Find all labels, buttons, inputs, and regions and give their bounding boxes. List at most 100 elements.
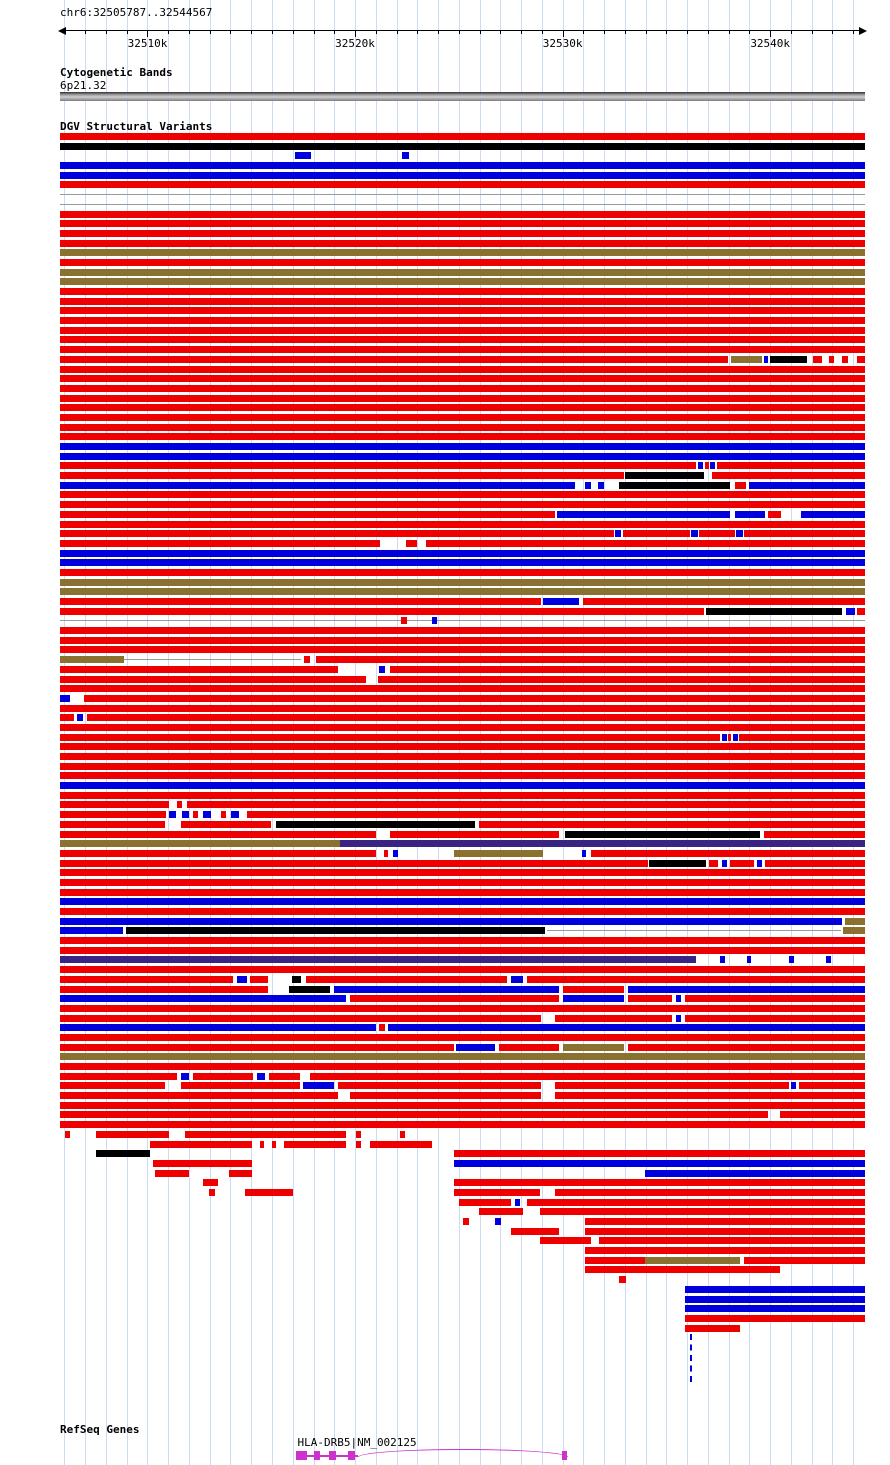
variant-segment[interactable] [275,820,475,828]
variant-segment[interactable] [60,472,624,480]
variant-segment[interactable] [749,481,865,489]
variant-segment[interactable] [229,1169,252,1177]
variant-segment[interactable] [60,820,165,828]
variant-segment[interactable] [60,878,865,886]
variant-segment[interactable] [704,462,709,470]
variant-segment[interactable] [615,530,622,538]
variant-segment[interactable] [431,617,437,625]
gene-exon[interactable] [328,1451,337,1460]
variant-segment[interactable] [60,946,865,954]
variant-segment[interactable] [60,268,865,276]
variant-segment[interactable] [547,930,841,932]
gene-exon[interactable] [295,1451,308,1460]
variant-segment[interactable] [843,927,865,935]
variant-segment[interactable] [60,203,865,205]
variant-segment[interactable] [60,1101,865,1109]
variant-segment[interactable] [271,1140,276,1148]
variant-segment[interactable] [60,937,865,945]
variant-segment[interactable] [60,811,167,819]
variant-segment[interactable] [76,714,84,722]
variant-segment[interactable] [60,171,865,179]
gene-label[interactable]: HLA-DRB5|NM_002125 [297,1436,417,1449]
variant-segment[interactable] [180,1082,300,1090]
variant-segment[interactable] [454,1188,540,1196]
variant-segment[interactable] [60,249,865,257]
variant-segment[interactable] [60,530,614,538]
variant-segment[interactable] [619,1276,626,1284]
variant-segment[interactable] [176,801,183,809]
variant-segment[interactable] [180,1072,189,1080]
variant-segment[interactable] [60,278,865,286]
variant-segment[interactable] [154,1169,189,1177]
variant-segment[interactable] [126,927,545,935]
variant-segment[interactable] [800,510,865,518]
variant-segment[interactable] [720,956,725,964]
variant-segment[interactable] [60,908,865,915]
variant-segment[interactable] [60,620,865,622]
variant-segment[interactable] [60,1014,542,1022]
variant-segment[interactable] [697,462,704,470]
variant-segment[interactable] [378,665,386,673]
variant-segment[interactable] [208,1188,215,1196]
variant-segment[interactable] [555,1188,865,1196]
variant-segment[interactable] [60,869,865,877]
variant-segment[interactable] [182,811,189,819]
variant-segment[interactable] [180,820,271,828]
variant-segment[interactable] [591,849,865,857]
variant-segment[interactable] [790,1082,796,1090]
variant-segment[interactable] [539,1208,865,1216]
variant-segment[interactable] [581,849,587,857]
variant-segment[interactable] [526,975,865,983]
variant-segment[interactable] [315,656,865,664]
variant-segment[interactable] [377,675,865,683]
variant-segment[interactable] [710,462,716,470]
variant-segment[interactable] [556,510,730,518]
variant-segment[interactable] [60,1121,865,1129]
variant-segment[interactable] [684,1305,865,1313]
variant-segment[interactable] [192,811,199,819]
variant-segment[interactable] [60,365,865,373]
variant-segment[interactable] [60,598,542,605]
variant-segment[interactable] [768,510,782,518]
variant-segment[interactable] [705,607,843,615]
variant-segment[interactable] [390,665,865,673]
variant-segment[interactable] [60,501,865,509]
gene-exon[interactable] [561,1451,568,1460]
variant-segment[interactable] [60,1063,865,1070]
variant-segment[interactable] [60,181,865,189]
variant-segment[interactable] [744,530,865,538]
variant-segment[interactable] [291,975,302,983]
variant-segment[interactable] [60,849,376,857]
variant-segment[interactable] [86,714,865,722]
variant-segment[interactable] [584,1227,865,1235]
variant-segment[interactable] [583,598,865,605]
variant-segment[interactable] [498,1043,560,1051]
variant-segment[interactable] [393,849,399,857]
variant-segment[interactable] [699,530,735,538]
variant-inversion-dash[interactable] [690,1334,693,1383]
variant-segment[interactable] [60,346,865,354]
variant-segment[interactable] [744,1256,865,1264]
variant-segment[interactable] [60,675,366,683]
variant-segment[interactable] [60,694,71,702]
variant-segment[interactable] [150,1140,252,1148]
variant-segment[interactable] [736,530,743,538]
variant-segment[interactable] [60,578,865,586]
variant-segment[interactable] [60,975,234,983]
variant-segment[interactable] [60,588,865,596]
variant-segment[interactable] [378,1024,386,1032]
variant-segment[interactable] [184,1130,346,1138]
variant-segment[interactable] [402,152,409,160]
variant-segment[interactable] [60,194,865,196]
variant-segment[interactable] [721,859,727,867]
variant-segment[interactable] [60,375,865,383]
variant-segment[interactable] [454,1159,865,1167]
variant-segment[interactable] [627,1043,865,1051]
variant-segment[interactable] [60,966,865,974]
variant-segment[interactable] [60,801,169,809]
variant-segment[interactable] [60,685,865,693]
variant-segment[interactable] [459,1198,511,1206]
variant-segment[interactable] [356,1140,362,1148]
variant-segment[interactable] [60,888,865,896]
variant-segment[interactable] [60,133,865,140]
